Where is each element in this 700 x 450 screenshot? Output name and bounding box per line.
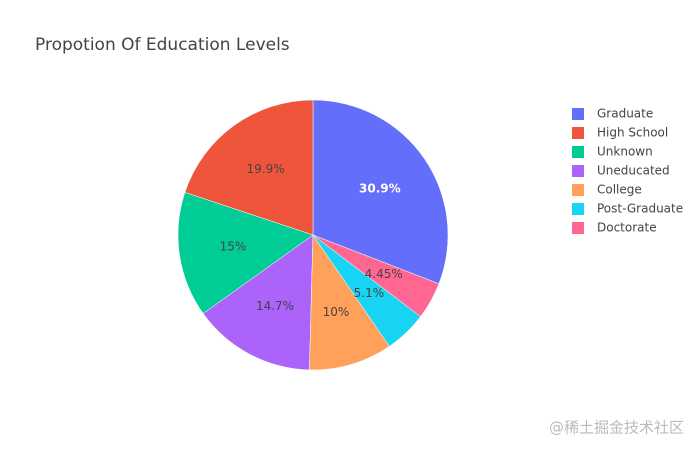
watermark: @稀土掘金技术社区 <box>549 419 684 437</box>
legend-label: Graduate <box>597 107 653 121</box>
pie-slice <box>202 234 314 371</box>
slice-label: 10% <box>323 305 350 319</box>
slice-label: 5.1% <box>354 286 385 300</box>
slice-label: 14.7% <box>256 299 294 313</box>
pie-slice <box>312 234 440 317</box>
legend-label: Uneducated <box>597 164 670 178</box>
legend-swatch <box>572 184 584 196</box>
legend-swatch <box>572 203 584 215</box>
slice-label: 30.9% <box>359 182 401 196</box>
legend-label: Post-Graduate <box>597 202 683 216</box>
legend-label: Doctorate <box>597 221 657 235</box>
slice-label: 15% <box>220 240 247 254</box>
chart-title: Propotion Of Education Levels <box>35 35 290 55</box>
pie-slice <box>177 192 314 314</box>
legend-swatch <box>572 108 584 120</box>
legend-swatch <box>572 146 584 158</box>
slice-label: 4.45% <box>365 267 403 281</box>
pie-slice <box>309 234 390 371</box>
pie-slice <box>184 99 314 236</box>
legend-label: High School <box>597 126 668 140</box>
pie-slice <box>312 99 449 285</box>
legend-swatch <box>572 127 584 139</box>
legend-label: College <box>597 183 642 197</box>
legend-label: Unknown <box>597 145 653 159</box>
legend-swatch <box>572 165 584 177</box>
slice-label: 19.9% <box>247 162 285 176</box>
legend-swatch <box>572 222 584 234</box>
